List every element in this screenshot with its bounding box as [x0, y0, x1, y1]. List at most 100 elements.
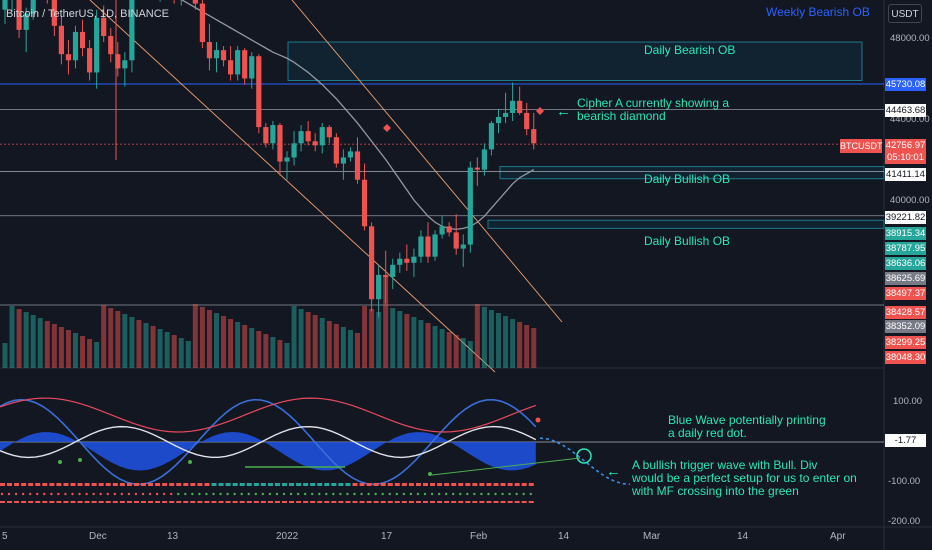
status-dot [451, 501, 457, 503]
price-tag: 38428.57 [885, 306, 926, 319]
status-dot [7, 492, 11, 496]
volume-bar [51, 324, 57, 368]
osc-axis-label: 100.00 [893, 396, 923, 407]
green-dot-icon [188, 460, 192, 464]
volume-bar [503, 316, 509, 368]
time-axis-label: 2022 [276, 531, 299, 542]
status-dot [465, 501, 471, 503]
volume-bar [404, 314, 410, 368]
volume-bar [192, 304, 198, 368]
status-dot [282, 483, 287, 486]
candle-body [411, 256, 417, 263]
price-tag: 42756.97 [885, 139, 926, 152]
candle-body [242, 50, 248, 79]
volume-bar [73, 333, 78, 368]
status-dot [14, 501, 20, 503]
cipher-line-1: Cipher A currently showing a [577, 96, 730, 110]
volume-bar [474, 304, 480, 368]
status-dot [261, 492, 265, 496]
trigger-line-2: would be a perfect setup for us to enter… [632, 471, 857, 485]
price-tag: 41411.14 [885, 168, 926, 181]
status-dot [458, 483, 464, 486]
red-wave-line [0, 397, 536, 433]
price-tag: 38787.95 [885, 242, 926, 255]
status-dot [7, 483, 13, 486]
status-dot [133, 483, 139, 486]
candle-body [510, 100, 516, 113]
status-dot [212, 492, 215, 496]
status-dot [246, 501, 252, 503]
status-dot [430, 501, 436, 503]
status-dot [112, 501, 118, 503]
candle-body [192, 0, 198, 4]
currency-button[interactable]: USDT [888, 4, 922, 23]
price-tag: 38625.69 [885, 272, 926, 285]
status-dot [0, 492, 4, 496]
candle-body [87, 48, 93, 73]
status-dot [401, 501, 407, 503]
status-dot [507, 483, 513, 486]
candle-body [94, 17, 100, 73]
volume-bar [432, 326, 438, 368]
volume-bar [37, 318, 43, 368]
status-dot [303, 492, 307, 496]
status-dot [232, 483, 238, 486]
volume-bar [164, 332, 170, 368]
status-dot [486, 483, 492, 486]
candle-body [263, 127, 269, 144]
candle-body [376, 274, 382, 300]
status-dot [211, 483, 217, 486]
status-dot [126, 501, 132, 503]
status-dot [444, 483, 450, 486]
candle-body [58, 25, 64, 55]
status-dot [274, 501, 280, 503]
status-dot [85, 492, 88, 496]
status-dot [35, 501, 41, 503]
volume-bar [340, 327, 346, 368]
status-dot [190, 483, 196, 486]
volume-bar [87, 339, 93, 368]
status-dot [239, 501, 245, 503]
volume-bar [312, 315, 318, 368]
status-dot [394, 483, 400, 486]
candle-body [122, 60, 128, 69]
descending-trendline [89, 0, 496, 373]
volume-bar [291, 306, 297, 368]
status-dot [198, 492, 201, 496]
status-dot [423, 501, 428, 503]
volume-bar [242, 325, 248, 368]
status-dot [268, 492, 272, 496]
volume-bar [488, 310, 494, 368]
volume-bar [362, 306, 368, 368]
status-dot [528, 501, 534, 503]
status-dot [317, 501, 323, 503]
candle-body [249, 56, 255, 79]
symbol-header: Bitcoin / TetherUS, 1D, BINANCE [6, 8, 170, 20]
status-dot [49, 483, 55, 486]
volume-bar [439, 329, 445, 368]
candle-body [361, 179, 368, 227]
daily-bullish-ob-zone-2 [487, 219, 885, 229]
cipher-annotation: Cipher A currently showing a bearish dia… [577, 97, 729, 123]
candle-body [115, 54, 121, 69]
status-dot [260, 483, 266, 486]
status-dot [253, 501, 259, 503]
status-dot [77, 501, 83, 503]
status-dot [183, 483, 189, 486]
status-dot [324, 483, 330, 486]
status-dot [303, 501, 309, 503]
status-dot [184, 492, 187, 496]
time-axis-label: Dec [89, 531, 107, 542]
blue-wave-line [0, 398, 537, 486]
volume-bar [460, 338, 466, 368]
candle-body [235, 50, 241, 75]
candle-body [277, 125, 283, 162]
status-dot [177, 492, 180, 496]
weekly-bearish-ob-label: Weekly Bearish OB [766, 5, 870, 19]
status-dot [225, 483, 231, 486]
status-dot [339, 492, 342, 496]
time-axis-label: 14 [737, 531, 749, 542]
volume-bar [23, 312, 29, 368]
